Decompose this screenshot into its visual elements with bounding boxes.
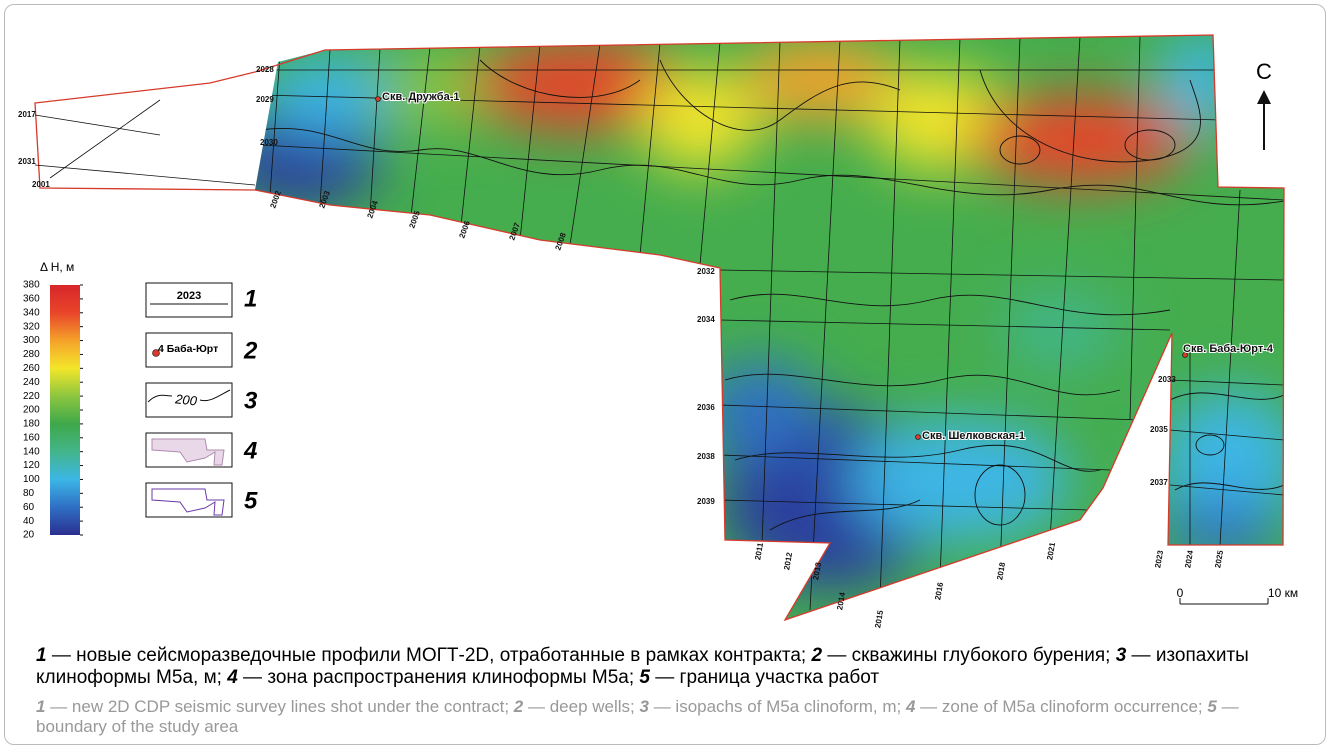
well-marker [376, 97, 381, 102]
profile-label: 2030 [260, 138, 278, 147]
well-label: Скв. Дружба-1 [382, 91, 459, 103]
color-tick-label: 140 [23, 446, 40, 457]
profile-label: 2023 [1153, 549, 1165, 569]
profile-label: 2035 [1150, 425, 1168, 434]
color-tick-label: 200 [23, 405, 40, 416]
scale-end: 10 км [1268, 586, 1298, 600]
color-tick-label: 240 [23, 377, 40, 388]
color-tick-label: 320 [23, 321, 40, 332]
color-tick-label: 220 [23, 391, 40, 402]
caption-text: — new 2D CDP seismic survey lines shot u… [45, 697, 513, 716]
profile-label: 2012 [782, 551, 794, 571]
profile-label: 2031 [18, 157, 36, 166]
caption-number: 4 [906, 697, 915, 716]
color-bar [50, 285, 80, 535]
color-scale-label: Δ H, м [40, 260, 74, 274]
well-label: Скв. Шелковская-1 [922, 430, 1025, 442]
caption-ru: 1 — новые сейсморазведочные профили МОГТ… [36, 645, 1306, 689]
profile-label: 2021 [1045, 541, 1057, 561]
profile-label: 2014 [835, 591, 847, 611]
profile-label: 2034 [697, 315, 715, 324]
caption-number: 1 [36, 645, 47, 666]
color-tick-label: 160 [23, 432, 40, 443]
caption-text: — зона распространения клиноформы М5а; [238, 667, 640, 688]
legend: 2023 4 Баба-Юрт 200 1 2 3 4 5 [146, 283, 258, 517]
color-tick-label: 280 [23, 349, 40, 360]
caption-text: — deep wells; [523, 697, 639, 716]
profile-label: 2025 [1213, 549, 1225, 569]
profile-label: 2029 [256, 95, 274, 104]
profile-label: 2039 [697, 497, 715, 506]
color-tick-label: 180 [23, 419, 40, 430]
caption-text: — скважины глубокого бурения; [822, 645, 1116, 666]
well-label: Скв. Баба-Юрт-4 [1183, 343, 1274, 355]
caption-text: — isopachs of M5a clinoform, m; [649, 697, 906, 716]
scale-bar: 0 10 км [1177, 586, 1298, 604]
legend-number: 5 [244, 487, 258, 514]
caption-text: — zone of M5a clinoform occurrence; [915, 697, 1207, 716]
profile-label: 2016 [933, 581, 945, 601]
caption-text: — граница участка работ [650, 667, 879, 688]
map: 2017 2031 2001 2028 2029 2030 2002 2003 … [0, 0, 1332, 640]
color-tick-label: 260 [23, 363, 40, 374]
north-label: C [1256, 59, 1272, 84]
profile-label: 2028 [256, 65, 274, 74]
caption-en: 1 — new 2D CDP seismic survey lines shot… [36, 697, 1306, 737]
color-tick-label: 340 [23, 307, 40, 318]
legend-number: 4 [243, 437, 257, 464]
caption-number: 2 [514, 697, 523, 716]
north-arrow: C [1256, 59, 1272, 150]
legend-sample: 200 [174, 391, 199, 408]
legend-sample: 2023 [177, 290, 201, 302]
profile-label: 2033 [1158, 375, 1176, 384]
color-tick-label: 100 [23, 474, 40, 485]
color-tick-label: 360 [23, 294, 40, 305]
legend-sample: 4 Баба-Юрт [158, 343, 218, 355]
caption-text: — новые сейсморазведочные профили МОГТ-2… [47, 645, 812, 666]
legend-number: 2 [243, 337, 258, 364]
caption-number: 5 [1207, 697, 1216, 716]
caption-number: 5 [639, 667, 650, 688]
western-profiles [35, 100, 255, 185]
legend-number: 3 [244, 387, 258, 414]
color-tick-label: 80 [23, 488, 35, 499]
caption-number: 3 [640, 697, 649, 716]
thickness-field [220, 30, 1300, 630]
profile-label: 2032 [697, 267, 715, 276]
well-marker [916, 435, 921, 440]
profile-label: 2018 [995, 561, 1007, 581]
profile-label: 2017 [18, 110, 36, 119]
profile-label: 2024 [1183, 549, 1195, 569]
caption-number: 2 [811, 645, 822, 666]
profile-label: 2001 [32, 180, 50, 189]
color-tick-label: 40 [23, 516, 35, 527]
color-tick-label: 300 [23, 335, 40, 346]
profile-label: 2036 [697, 403, 715, 412]
color-tick-label: 20 [23, 530, 35, 541]
caption-number: 3 [1116, 645, 1127, 666]
legend-number: 1 [244, 285, 257, 312]
color-tick-label: 120 [23, 460, 40, 471]
color-tick-label: 60 [23, 502, 35, 513]
color-tick-label: 380 [23, 280, 40, 291]
caption-number: 4 [227, 667, 238, 688]
profile-label: 2038 [697, 452, 715, 461]
profile-label: 2015 [873, 609, 885, 629]
profile-label: 2011 [753, 542, 765, 561]
color-scale: Δ H, м 20 40 60 80 100 120 140 160 180 200 220 240 2… [23, 260, 83, 540]
profile-label: 2037 [1150, 478, 1168, 487]
scale-start: 0 [1177, 586, 1184, 600]
